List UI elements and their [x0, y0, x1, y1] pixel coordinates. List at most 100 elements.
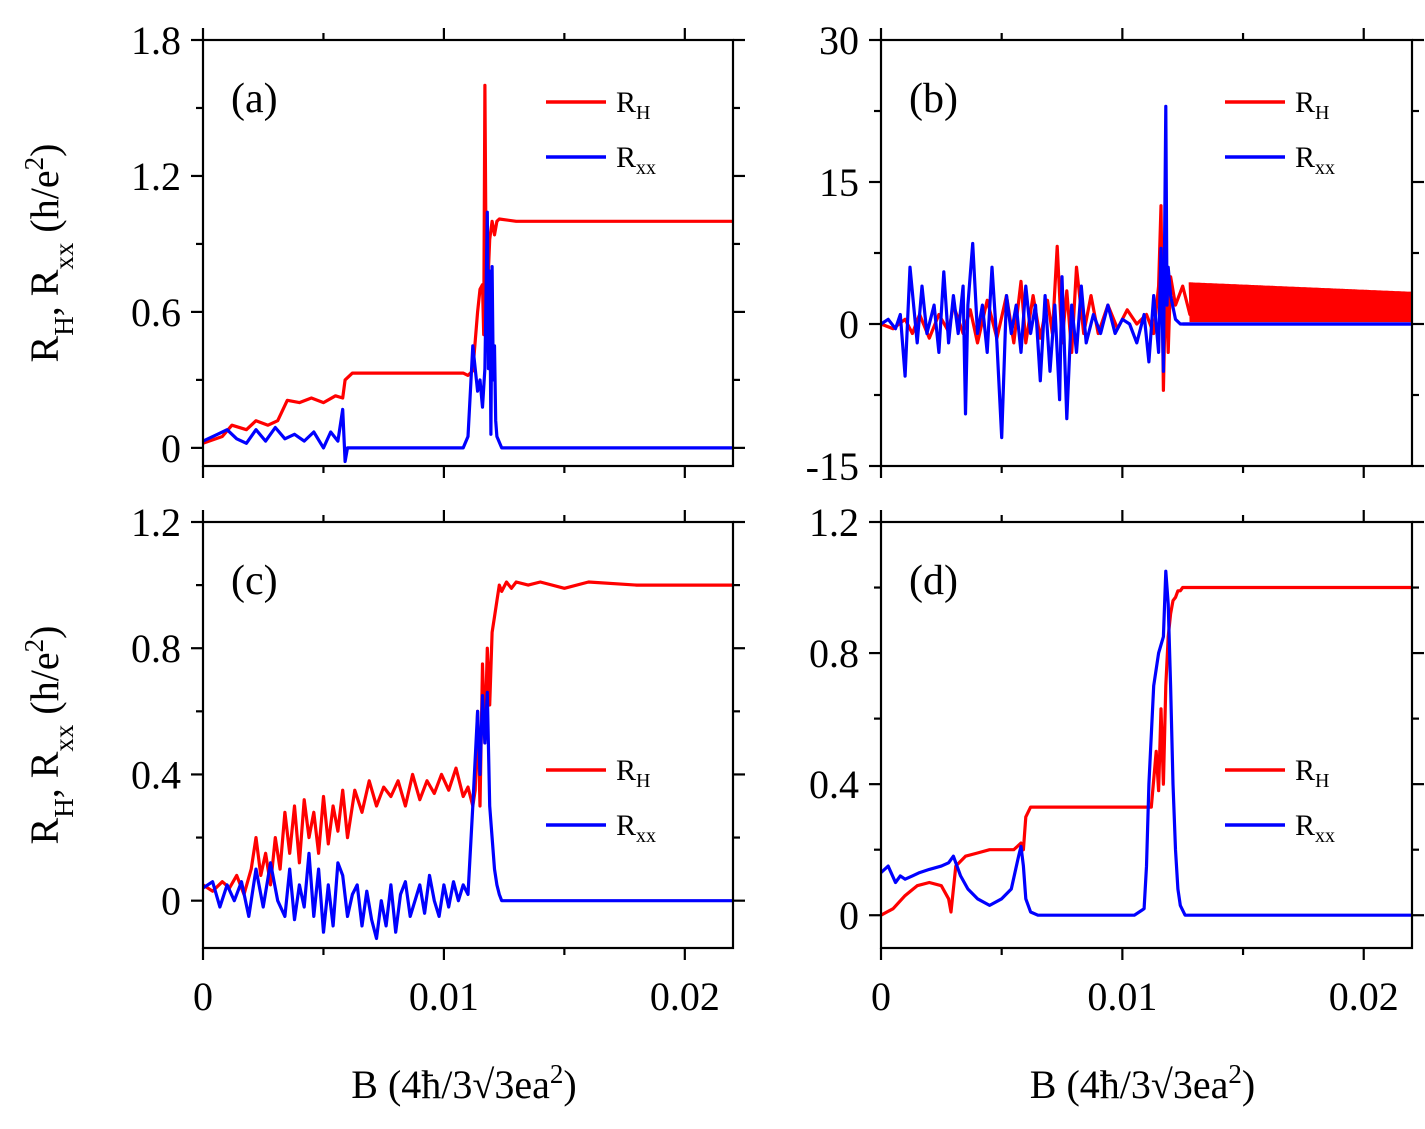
series-line-b-xx	[881, 104, 1412, 440]
legend-sub: xx	[636, 825, 656, 847]
ytick-label-a-0: 0	[161, 426, 181, 471]
legend-entry-c-H: RH	[546, 754, 650, 792]
ylabel-part: H	[49, 798, 79, 818]
panel-label-b: (b)	[909, 76, 958, 122]
xlabel-part: 2	[1228, 1059, 1242, 1089]
legend-main: R	[1295, 141, 1315, 174]
ytick-label-b-2: 15	[819, 160, 859, 205]
ylabel-part: , R	[22, 751, 67, 798]
xtick-label-d-1: 0.01	[1087, 974, 1157, 1019]
legend-main: R	[616, 809, 636, 842]
series-line-d-xx	[881, 569, 1412, 917]
legend-label-c-xx: Rxx	[616, 809, 656, 847]
xlabel-part: B (4	[1030, 1062, 1100, 1107]
series-line-a-xx	[203, 210, 733, 464]
legend-entry-d-H: RH	[1225, 754, 1329, 792]
legend-sub: H	[636, 770, 650, 792]
xlabel-part: ea	[514, 1062, 550, 1107]
ytick-label-d-0: 0	[839, 893, 859, 938]
ytick-label-a-1: 0.6	[131, 290, 181, 335]
xtick-label-c-2: 0.02	[650, 974, 720, 1019]
legend-entry-d-xx: Rxx	[1225, 809, 1335, 847]
legend-label-a-H: RH	[616, 86, 650, 124]
sqrt-symbol: √3	[472, 1062, 514, 1107]
series-line-d-H	[881, 585, 1412, 917]
y-axis-title-a: RH, Rxx (h/e2)	[19, 144, 79, 363]
ytick-label-a-3: 1.8	[131, 18, 181, 63]
xtick-label-c-1: 0.01	[409, 974, 479, 1019]
xlabel-part: B (4	[351, 1062, 421, 1107]
ylabel-part: 2	[19, 157, 49, 171]
series-line-a-H	[203, 83, 733, 445]
legend-label-d-H: RH	[1295, 754, 1329, 792]
legend-sub: H	[1315, 770, 1329, 792]
xlabel-part: ħ	[421, 1062, 441, 1107]
ytick-label-d-2: 0.8	[809, 631, 859, 676]
legend-label-b-H: RH	[1295, 86, 1329, 124]
xlabel-part: 2	[550, 1059, 564, 1089]
ytick-label-b-1: 0	[839, 302, 859, 347]
legend-entry-c-xx: Rxx	[546, 809, 656, 847]
ylabel-part: (h/e	[22, 652, 67, 724]
legend-label-d-xx: Rxx	[1295, 809, 1335, 847]
ytick-label-c-3: 1.2	[131, 500, 181, 545]
legend-sub: xx	[636, 157, 656, 179]
sqrt-symbol: √3	[1151, 1062, 1193, 1107]
plot-frame-d	[879, 520, 1414, 950]
ytick-label-c-1: 0.4	[131, 752, 181, 797]
legend-sub: H	[636, 102, 650, 124]
plot-frame-a	[201, 38, 735, 468]
xtick-label-d-2: 0.02	[1329, 974, 1399, 1019]
x-axis-title-d: B (4ħ/3√3ea2)	[1030, 1059, 1255, 1107]
legend-sub: H	[1315, 102, 1329, 124]
legend-main: R	[1295, 809, 1315, 842]
legend-main: R	[1295, 86, 1315, 119]
legend-label-b-xx: Rxx	[1295, 141, 1335, 179]
ytick-label-b-0: -15	[806, 444, 859, 489]
ytick-label-c-2: 0.8	[131, 626, 181, 671]
ylabel-part: (h/e	[22, 170, 67, 242]
series-line-c-xx	[203, 690, 733, 941]
legend-entry-a-H: RH	[546, 86, 650, 124]
legend-main: R	[616, 141, 636, 174]
ytick-label-d-3: 1.2	[809, 500, 859, 545]
ytick-label-b-3: 30	[819, 18, 859, 63]
legend-main: R	[616, 86, 636, 119]
legend-entry-b-xx: Rxx	[1225, 141, 1335, 179]
ylabel-part: )	[22, 626, 67, 639]
ylabel-part: xx	[49, 724, 79, 752]
ylabel-part: 2	[19, 639, 49, 653]
x-axis-title-c: B (4ħ/3√3ea2)	[351, 1059, 576, 1107]
legend-label-a-xx: Rxx	[616, 141, 656, 179]
legend-sub: xx	[1315, 825, 1335, 847]
ylabel-part: , R	[22, 269, 67, 316]
ylabel-part: R	[22, 335, 67, 362]
xtick-label-d-0: 0	[871, 974, 891, 1019]
ylabel-part: R	[22, 817, 67, 844]
panel-label-d: (d)	[909, 558, 958, 604]
legend-entry-b-H: RH	[1225, 86, 1329, 124]
ytick-label-d-1: 0.4	[809, 762, 859, 807]
ylabel-part: )	[22, 144, 67, 157]
ytick-label-a-2: 1.2	[131, 154, 181, 199]
xlabel-part: /3	[441, 1062, 472, 1107]
series-oscillation-band-b-H	[1188, 282, 1412, 323]
xlabel-part: ea	[1193, 1062, 1229, 1107]
legend-main: R	[616, 754, 636, 787]
legend-label-c-H: RH	[616, 754, 650, 792]
xlabel-part: )	[1242, 1062, 1255, 1107]
ylabel-part: H	[49, 316, 79, 336]
xlabel-part: /3	[1120, 1062, 1151, 1107]
panel-label-c: (c)	[231, 558, 278, 604]
ytick-label-c-0: 0	[161, 879, 181, 924]
panel-label-a: (a)	[231, 76, 278, 122]
legend-sub: xx	[1315, 157, 1335, 179]
legend-main: R	[1295, 754, 1315, 787]
plot-frame-b	[879, 38, 1414, 468]
legend-entry-a-xx: Rxx	[546, 141, 656, 179]
